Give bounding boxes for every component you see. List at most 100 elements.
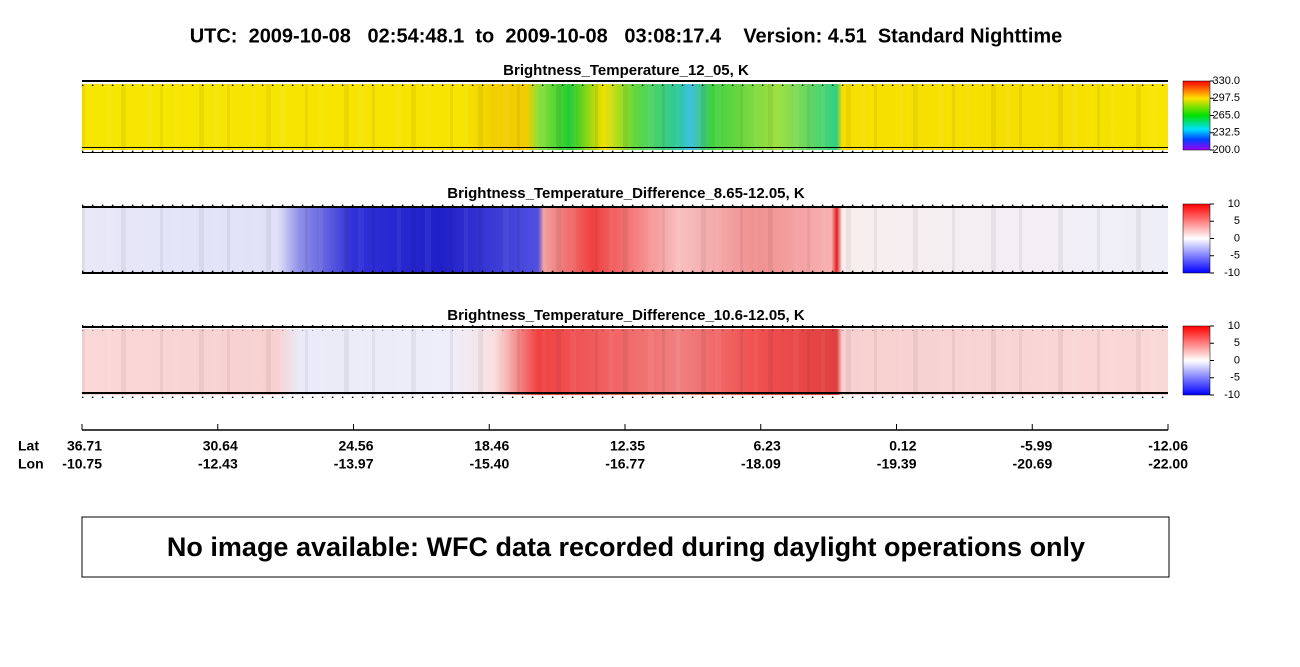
heatmap-streak (1044, 329, 1048, 395)
heatmap-streak (319, 207, 323, 273)
heatmap-streak (1058, 207, 1063, 273)
heatmap-streak (107, 207, 111, 273)
heatmap-streak (266, 207, 271, 273)
heatmap-streak (280, 207, 286, 273)
lon-tick-label: -15.40 (470, 456, 510, 472)
heatmap-streak (478, 329, 483, 395)
heatmap-streak (146, 329, 152, 395)
colorbar-label: 10 (1228, 198, 1240, 210)
heatmap-streak (146, 207, 152, 273)
heatmap-streak (425, 207, 431, 273)
frame-top (82, 203, 1168, 209)
heatmap-streak (768, 84, 773, 150)
heatmap-streak (570, 329, 576, 395)
heatmap-streak (160, 207, 163, 273)
heatmap-streak (1019, 84, 1022, 150)
heatmap-streak (450, 84, 453, 150)
heatmap-streak (517, 329, 520, 395)
heatmap-streak (874, 84, 877, 150)
heatmap-streak (199, 329, 204, 395)
heatmap-streak (676, 84, 680, 150)
heatmap-streak (1136, 329, 1141, 395)
colorbar-label: 0 (1234, 232, 1240, 244)
heatmap-streak (227, 207, 230, 273)
heatmap-streak (1097, 84, 1100, 150)
heatmap-streak (1058, 329, 1063, 395)
heatmap-streak (793, 84, 799, 150)
heatmap-streak (938, 329, 944, 395)
heatmap-streak (252, 207, 256, 273)
heatmap-streak (372, 84, 375, 150)
heatmap-streak (1097, 329, 1100, 395)
heatmap-streak (662, 84, 665, 150)
heatmap-streak (860, 207, 866, 273)
frame-bottom (82, 147, 1168, 153)
heatmap-streak (199, 84, 204, 150)
heatmap-streak (344, 329, 349, 395)
heatmap-streak (966, 207, 970, 273)
heatmap-streak (1150, 207, 1156, 273)
lon-tick-label: -20.69 (1013, 456, 1053, 472)
heatmap-streak (411, 329, 416, 395)
heatmap-streak (570, 207, 576, 273)
lat-tick-label: 24.56 (338, 438, 373, 454)
heatmap-streak (793, 207, 799, 273)
heatmap-streak (121, 84, 126, 150)
heatmap-streak (517, 84, 520, 150)
heatmap-streak (199, 207, 204, 273)
heatmap-streak (1097, 207, 1100, 273)
heatmap-streak (252, 84, 256, 150)
lon-tick-label: -18.09 (741, 456, 781, 472)
heatmap-streak (609, 84, 613, 150)
heatmap-streak (991, 329, 996, 395)
heatmap-streak (305, 207, 308, 273)
heatmap-streak (821, 84, 825, 150)
heatmap-streak (1136, 84, 1141, 150)
colorbar-label: -5 (1230, 372, 1240, 384)
lat-tick-label: 36.71 (67, 438, 102, 454)
heatmap-streak (913, 84, 918, 150)
heatmap (82, 207, 1168, 273)
heatmap-streak (107, 84, 111, 150)
panel-title: Brightness_Temperature_Difference_8.65-1… (447, 185, 805, 202)
heatmap-streak (754, 207, 758, 273)
heatmap-streak (397, 329, 401, 395)
heatmap-streak (676, 329, 680, 395)
heatmap-streak (503, 207, 509, 273)
colorbar-label: 5 (1234, 215, 1240, 227)
heatmap-streak (174, 207, 178, 273)
colorbar (1182, 325, 1211, 396)
lon-tick-label: -10.75 (62, 456, 102, 472)
heatmap-streak (213, 329, 219, 395)
colorbar-label: 0 (1234, 354, 1240, 366)
heatmap-streak (397, 84, 401, 150)
heatmap-streak (556, 207, 561, 273)
heatmap-streak (952, 207, 955, 273)
heatmap-streak (991, 84, 996, 150)
lon-tick-label: -13.97 (334, 456, 374, 472)
lat-tick-label: 18.46 (474, 438, 509, 454)
heatmap-streak (319, 84, 323, 150)
heatmap (82, 329, 1168, 395)
lat-label: Lat (18, 438, 39, 454)
heatmap-streak (740, 207, 743, 273)
heatmap-streak (570, 84, 576, 150)
heatmap-streak (754, 329, 758, 395)
heatmap-streak (1111, 329, 1115, 395)
heatmap-streak (623, 84, 628, 150)
colorbar-label: 10 (1228, 320, 1240, 332)
heatmap-streak (623, 329, 628, 395)
heatmap-streak (174, 329, 178, 395)
heatmap-streak (358, 329, 364, 395)
heatmap-streak (807, 329, 810, 395)
colorbar-label: 5 (1234, 337, 1240, 349)
heatmap-streak (160, 84, 163, 150)
heatmap-streak (450, 207, 453, 273)
panel-title: Brightness_Temperature_12_05, K (503, 62, 749, 79)
heatmap-streak (648, 207, 654, 273)
heatmap-streak (913, 329, 918, 395)
heatmap-streak (609, 329, 613, 395)
lat-tick-label: 0.12 (889, 438, 916, 454)
colorbar-label: 200.0 (1212, 144, 1240, 156)
heatmap-streak (1044, 207, 1048, 273)
